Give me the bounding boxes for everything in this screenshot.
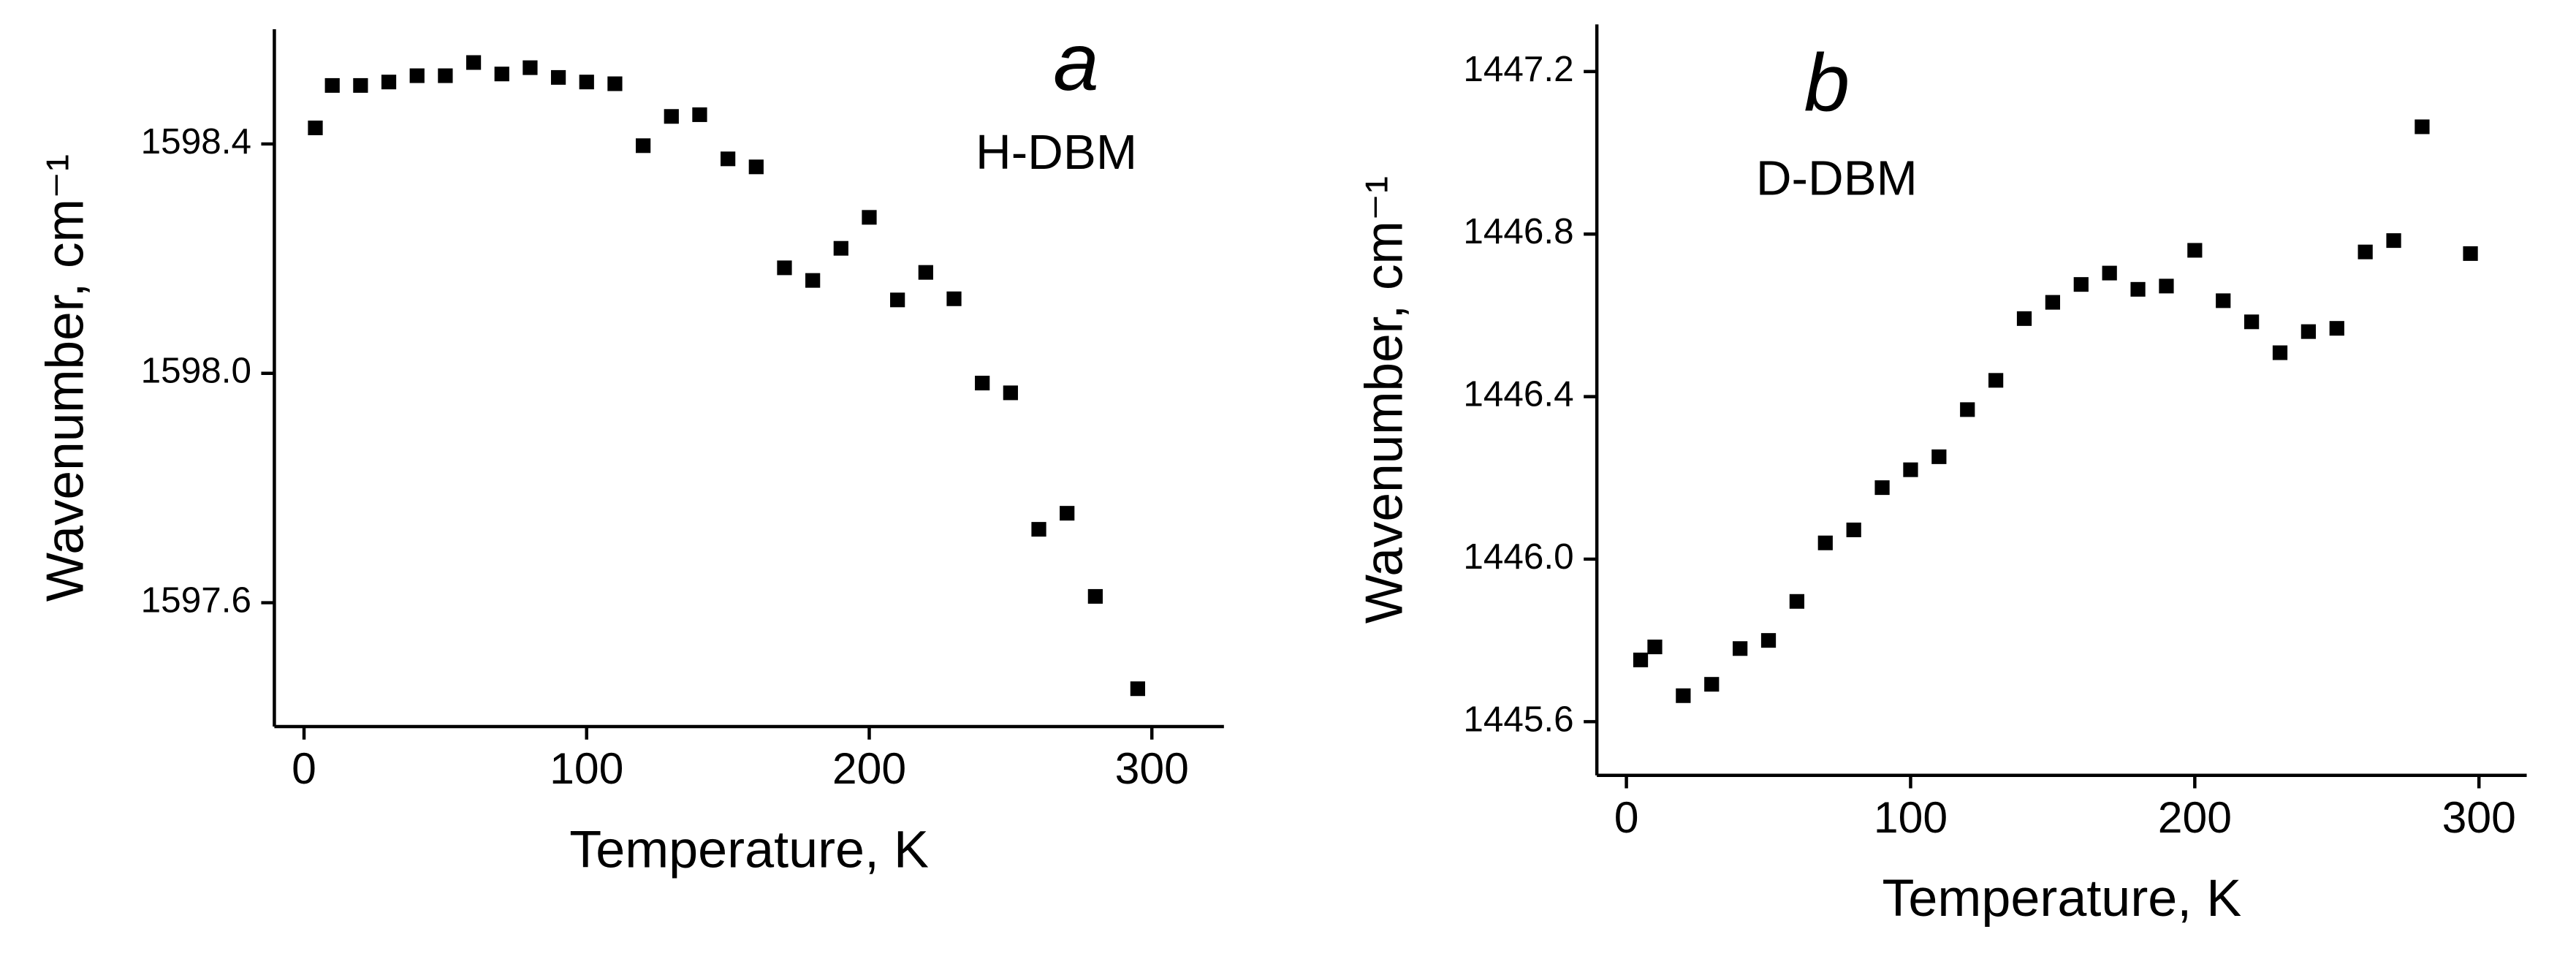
x-tick-label: 300 [1115, 743, 1189, 793]
data-point [466, 55, 482, 70]
data-point [1931, 449, 1947, 464]
annotation: D-DBM [1756, 151, 1918, 206]
data-point [1087, 588, 1103, 604]
x-tick-label: 200 [832, 743, 906, 793]
data-point [353, 77, 368, 93]
y-tick-label: 1446.8 [1463, 211, 1573, 251]
data-point [1031, 522, 1046, 537]
data-point [438, 68, 453, 83]
data-point [777, 260, 792, 276]
data-point [2272, 345, 2288, 360]
data-point [721, 151, 736, 167]
data-point [2463, 246, 2478, 261]
y-axis-label: Wavenumber, cm⁻¹ [1355, 176, 1413, 623]
data-point [1960, 402, 1975, 417]
y-tick-label: 1447.2 [1463, 49, 1573, 89]
data-point [1647, 640, 1663, 655]
data-point [324, 77, 340, 93]
data-point [550, 69, 566, 85]
data-point [494, 67, 509, 82]
data-point [805, 273, 821, 288]
x-tick-label: 200 [2158, 792, 2232, 842]
data-point [635, 138, 651, 153]
data-point [2357, 244, 2373, 259]
data-point [308, 120, 323, 135]
data-point [1760, 633, 1777, 648]
data-point [946, 291, 962, 306]
data-point [1817, 535, 1833, 550]
data-point [975, 376, 990, 391]
data-point [2414, 119, 2430, 134]
data-point [2130, 281, 2146, 297]
data-point [833, 240, 848, 256]
x-axis-label: Temperature, K [1882, 869, 2241, 928]
data-point [2045, 295, 2061, 310]
data-point [2073, 277, 2089, 292]
data-point [1633, 652, 1649, 667]
y-axis-label: Wavenumber, cm⁻¹ [36, 154, 94, 602]
data-point [664, 109, 679, 124]
x-tick-label: 300 [2442, 792, 2516, 842]
data-point [2102, 265, 2117, 281]
data-point [1704, 677, 1720, 692]
data-point [2016, 311, 2032, 326]
data-point [523, 60, 538, 75]
data-point [607, 76, 623, 91]
data-point [748, 159, 764, 175]
data-point [1130, 681, 1145, 697]
data-point [2216, 293, 2231, 308]
data-point [381, 75, 397, 90]
y-tick-label: 1598.4 [141, 121, 251, 162]
data-point [2187, 243, 2203, 258]
data-point [918, 265, 933, 280]
data-point [1003, 385, 1018, 401]
data-point [2386, 233, 2401, 249]
data-point [2300, 324, 2317, 339]
data-point [579, 75, 594, 90]
data-point [409, 68, 425, 83]
panel-label: a [1053, 16, 1099, 107]
y-tick-label: 1598.0 [141, 351, 251, 391]
data-point [862, 210, 877, 225]
x-tick-label: 0 [1614, 792, 1639, 842]
data-point [2244, 314, 2260, 330]
annotation: H-DBM [976, 125, 1137, 180]
data-point [1903, 462, 1918, 477]
data-point [890, 292, 905, 308]
x-tick-label: 100 [550, 743, 623, 793]
data-point [1846, 522, 1861, 537]
data-point [2329, 321, 2344, 336]
data-point [1789, 594, 1805, 609]
y-tick-label: 1445.6 [1463, 700, 1573, 740]
y-tick-label: 1446.0 [1463, 537, 1573, 577]
panel-label: b [1804, 37, 1850, 128]
y-tick-label: 1597.6 [141, 580, 251, 621]
x-tick-label: 100 [1874, 792, 1948, 842]
data-point [2159, 278, 2174, 294]
x-tick-label: 0 [292, 743, 316, 793]
data-point [692, 107, 707, 122]
data-point [1733, 641, 1748, 656]
data-point [1060, 506, 1075, 521]
data-point [1874, 480, 1890, 496]
data-point [1988, 373, 2004, 388]
x-axis-label: Temperature, K [569, 821, 929, 879]
data-point [1676, 688, 1691, 703]
y-tick-label: 1446.4 [1463, 374, 1573, 414]
